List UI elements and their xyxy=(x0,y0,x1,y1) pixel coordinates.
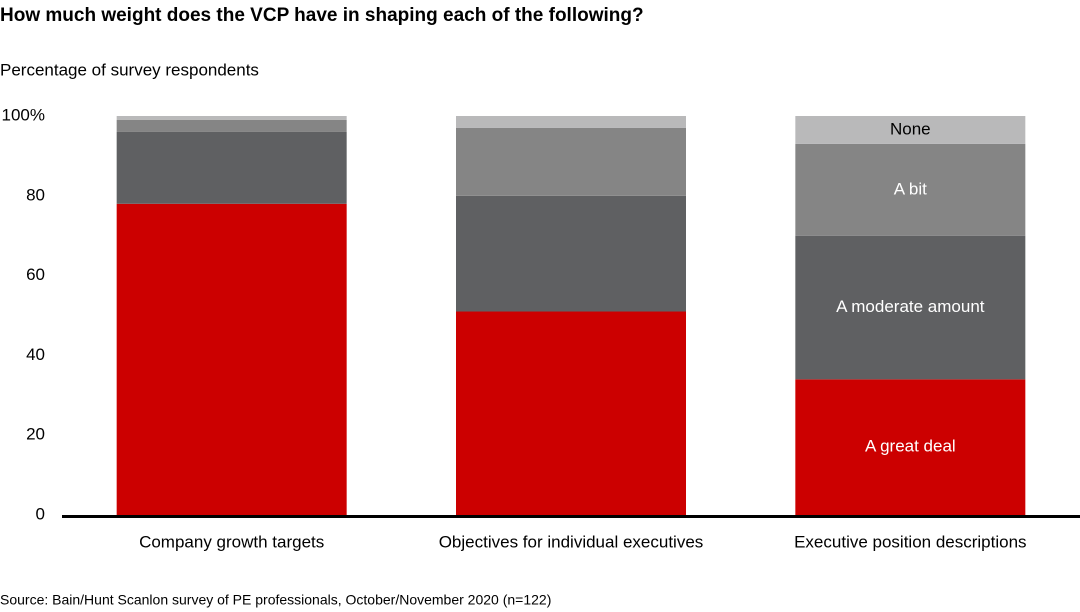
source-note: Source: Bain/Hunt Scanlon survey of PE p… xyxy=(0,592,551,608)
bar-segment xyxy=(456,116,686,128)
bar-segment xyxy=(795,379,1026,515)
bar-segment xyxy=(795,116,1026,144)
bar-segment xyxy=(795,235,1026,380)
bar-segment xyxy=(116,203,347,515)
legend-label: A bit xyxy=(894,179,927,198)
bar-segment xyxy=(795,143,1026,236)
bar-segment xyxy=(116,131,347,204)
y-tick-label: 80 xyxy=(26,185,45,204)
x-tick-label: Company growth targets xyxy=(139,532,324,551)
legend-label: None xyxy=(890,119,931,138)
y-tick-label: 40 xyxy=(26,345,45,364)
y-tick-label: 20 xyxy=(26,425,45,444)
y-tick-label: 100% xyxy=(2,105,45,124)
x-tick-label: Objectives for individual executives xyxy=(439,532,704,551)
bar-segment xyxy=(116,116,347,120)
chart-title: How much weight does the VCP have in sha… xyxy=(0,5,644,26)
bar-segment xyxy=(456,311,686,515)
x-tick-label: Executive position descriptions xyxy=(794,532,1026,551)
legend-label: A great deal xyxy=(865,437,956,456)
bar-segment xyxy=(456,127,686,196)
y-tick-label: 60 xyxy=(26,265,45,284)
chart-subtitle: Percentage of survey respondents xyxy=(0,60,259,79)
legend-label: A moderate amount xyxy=(836,297,985,316)
bar-segment xyxy=(116,119,347,132)
bar-segment xyxy=(456,195,686,312)
y-tick-label: 0 xyxy=(36,504,45,523)
